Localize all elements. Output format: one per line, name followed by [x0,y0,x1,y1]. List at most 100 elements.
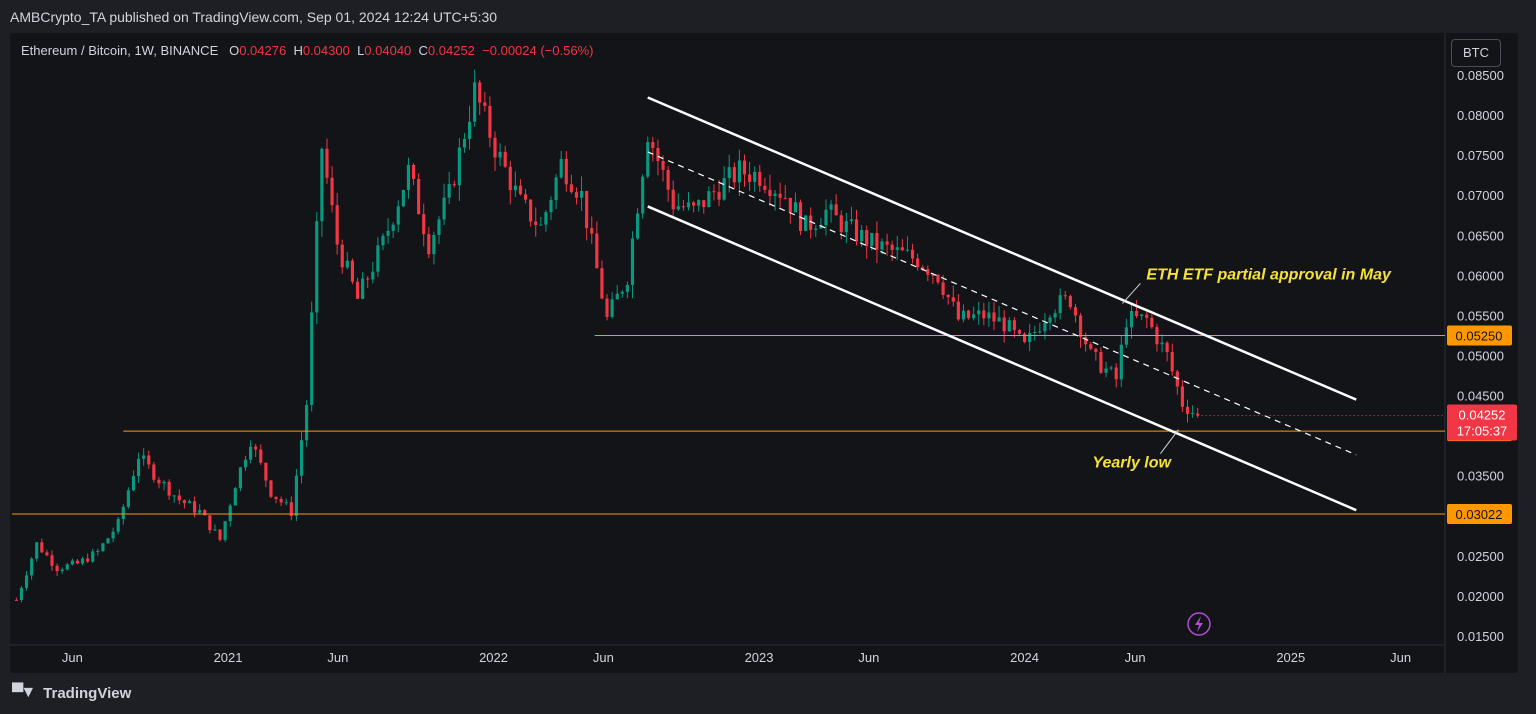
candle-body [977,310,981,315]
candle-body [865,229,869,246]
x-tick-label: Jun [327,650,348,665]
candle-body [956,301,960,320]
x-tick-label: 2022 [479,650,508,665]
candle-body [238,467,242,489]
chart-panel[interactable] [10,33,1518,673]
y-tick-label: 0.06500 [1457,228,1504,243]
tradingview-logo[interactable]: ▀▼ TradingView [12,684,131,702]
candle-body [305,404,309,441]
y-tick-label: 0.01500 [1457,629,1504,644]
tradingview-logo-icon: ▀▼ [12,684,36,701]
candle-body [931,274,935,276]
candle-body [579,190,584,198]
candle-body [24,575,29,588]
candle-body [330,177,334,206]
candle-body [712,191,716,193]
candle-body [142,455,146,459]
candle-body [299,440,304,476]
candle-body [203,510,207,516]
candle-body [366,278,370,280]
candle-body [136,458,141,477]
candle-body [1124,327,1128,345]
annotation-arrow [1160,429,1179,454]
candle-body [798,202,803,231]
candle-body [809,215,813,230]
channel-mid-line [647,151,1357,456]
candle-body [880,241,884,250]
y-tick-label: 0.07500 [1457,148,1504,163]
candle-body [895,247,899,250]
candle-body [549,200,553,213]
candle-body [177,495,181,501]
candle-body [1078,315,1083,338]
candle-body [35,542,39,559]
candle-body [422,214,426,235]
candle-body [559,158,563,178]
candle-body [620,291,624,294]
candle-body [595,233,599,269]
candle-body [844,221,848,233]
candle-body [804,215,808,231]
candle-body [30,558,34,576]
candle-body [534,221,538,225]
candle-body [345,260,349,268]
candle-body [228,505,232,522]
candle-body [900,247,904,251]
candle-body [452,183,456,186]
candle-body [411,164,416,180]
candle-body [737,160,741,183]
y-tick-label: 0.02500 [1457,549,1504,564]
candle-body [676,206,680,210]
x-tick-label: 2021 [214,650,243,665]
currency-button[interactable]: BTC [1451,39,1501,67]
candle-body [1058,295,1062,314]
candle-body [966,310,971,319]
candle-body [605,298,609,317]
candle-body [1134,310,1139,316]
x-tick-label: 2023 [745,650,774,665]
candle-body [1012,320,1016,331]
candle-body [651,142,655,148]
candle-body [635,213,640,239]
candle-body [982,310,986,319]
candle-body [193,501,197,513]
y-tick-label: 0.06000 [1457,268,1504,283]
candle-body [641,176,645,214]
candle-body [96,550,100,552]
x-tick-label: Jun [1125,650,1146,665]
candle-body [1033,332,1037,334]
candle-body [187,501,192,504]
candle-body [671,189,675,210]
candle-body [742,160,747,175]
candle-body [529,199,533,222]
candle-body [849,219,854,222]
candle-body [1140,314,1144,316]
level-badge-label: 0.03022 [1456,507,1503,522]
candle-body [14,599,18,601]
annotation-eth-etf: ETH ETF partial approval in May [1146,266,1392,283]
candle-body [554,177,558,201]
y-tick-label: 0.03500 [1457,469,1504,484]
candle-body [1150,317,1154,328]
candle-body [386,230,390,236]
candle-body [1063,295,1067,297]
y-tick-label: 0.08000 [1457,108,1504,123]
candle-body [294,475,298,516]
candle-body [824,209,828,226]
candle-body [335,205,339,245]
candle-body [488,105,492,138]
candle-body [473,82,477,122]
candle-body [259,449,263,463]
candle-body [686,202,691,208]
candle-body [1017,330,1022,334]
candle-body [60,569,64,572]
x-tick-label: Jun [1390,650,1411,665]
candle-body [483,102,487,106]
candle-body [946,294,950,298]
candle-body [753,171,757,182]
candle-body [157,479,161,484]
channel-lower-line [647,205,1357,512]
candle-body [702,200,706,208]
candle-body [1048,317,1052,323]
